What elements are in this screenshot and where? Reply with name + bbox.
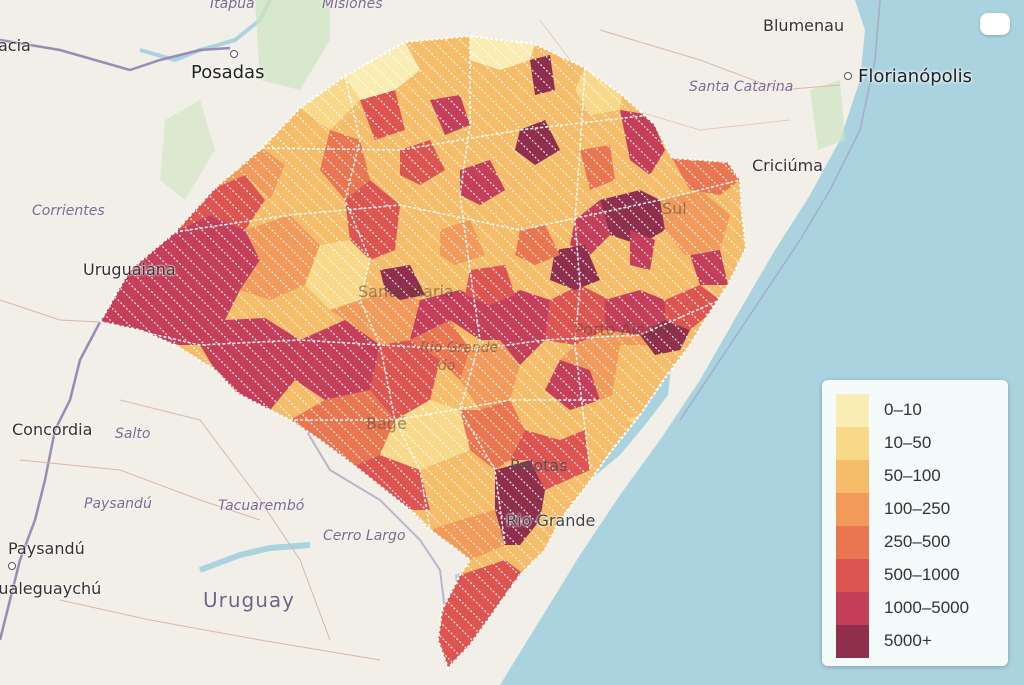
layer-control-button[interactable]: [980, 13, 1010, 35]
legend-item: 1000–5000: [836, 592, 1006, 625]
legend-swatch: [836, 559, 869, 592]
city-label: Posadas: [191, 62, 265, 83]
city-marker: [8, 562, 16, 570]
legend-item: 5000+: [836, 625, 1006, 658]
city-label: Criciúma: [752, 156, 823, 175]
city-label: Blumenau: [763, 16, 845, 35]
legend-label: 500–1000: [884, 565, 960, 584]
legend-item: 10–50: [836, 427, 1006, 460]
region-label: Rio Grande: [420, 340, 499, 356]
city-label: Gualeguaychú: [0, 579, 102, 598]
region-label: Cerro Largo: [323, 528, 406, 544]
city-label: Uruguaiana: [83, 260, 176, 279]
legend-label: 50–100: [884, 466, 941, 485]
legend-label: 5000+: [884, 631, 932, 650]
legend-item: 500–1000: [836, 559, 1006, 592]
legend-item: 250–500: [836, 526, 1006, 559]
city-label: Paysandú: [8, 539, 85, 558]
legend-item: 0–10: [836, 394, 1006, 427]
region-label: Paysandú: [84, 496, 152, 512]
region-label: Santa Catarina: [689, 79, 794, 95]
city-label: Santa Maria: [358, 282, 454, 301]
legend-swatch: [836, 427, 869, 460]
legend-swatch: [836, 625, 869, 658]
city-label: Pelotas: [510, 456, 568, 475]
region-label: Tacuarembó: [218, 498, 305, 514]
country-label: Uruguay: [203, 588, 295, 612]
legend: 0–10 10–50 50–100 100–250 250–500 500–10…: [822, 380, 1008, 666]
legend-label: 100–250: [884, 499, 951, 518]
city-label: Rio Grande: [506, 511, 596, 530]
legend-item: 100–250: [836, 493, 1006, 526]
legend-label: 0–10: [884, 400, 922, 419]
region-label: Itapúa: [210, 0, 255, 12]
legend-item: 50–100: [836, 460, 1006, 493]
legend-swatch: [836, 394, 869, 427]
region-label: do: [438, 358, 456, 374]
city-label: acia: [0, 36, 31, 55]
region-label: Salto: [115, 426, 151, 442]
city-label: Porto Alegre: [574, 320, 673, 339]
region-label: Corrientes: [32, 203, 105, 219]
city-marker: [844, 72, 852, 80]
city-marker: [230, 50, 238, 58]
city-label: Concordia: [12, 420, 93, 439]
legend-label: 10–50: [884, 433, 932, 452]
legend-swatch: [836, 493, 869, 526]
city-label: Bagé: [366, 414, 407, 433]
region-label: Misiones: [322, 0, 383, 12]
legend-label: 250–500: [884, 532, 951, 551]
legend-label: 1000–5000: [884, 598, 970, 617]
region-label: Sul: [662, 199, 687, 218]
legend-swatch: [836, 526, 869, 559]
legend-swatch: [836, 460, 869, 493]
city-label: Florianópolis: [858, 66, 973, 87]
legend-swatch: [836, 592, 869, 625]
